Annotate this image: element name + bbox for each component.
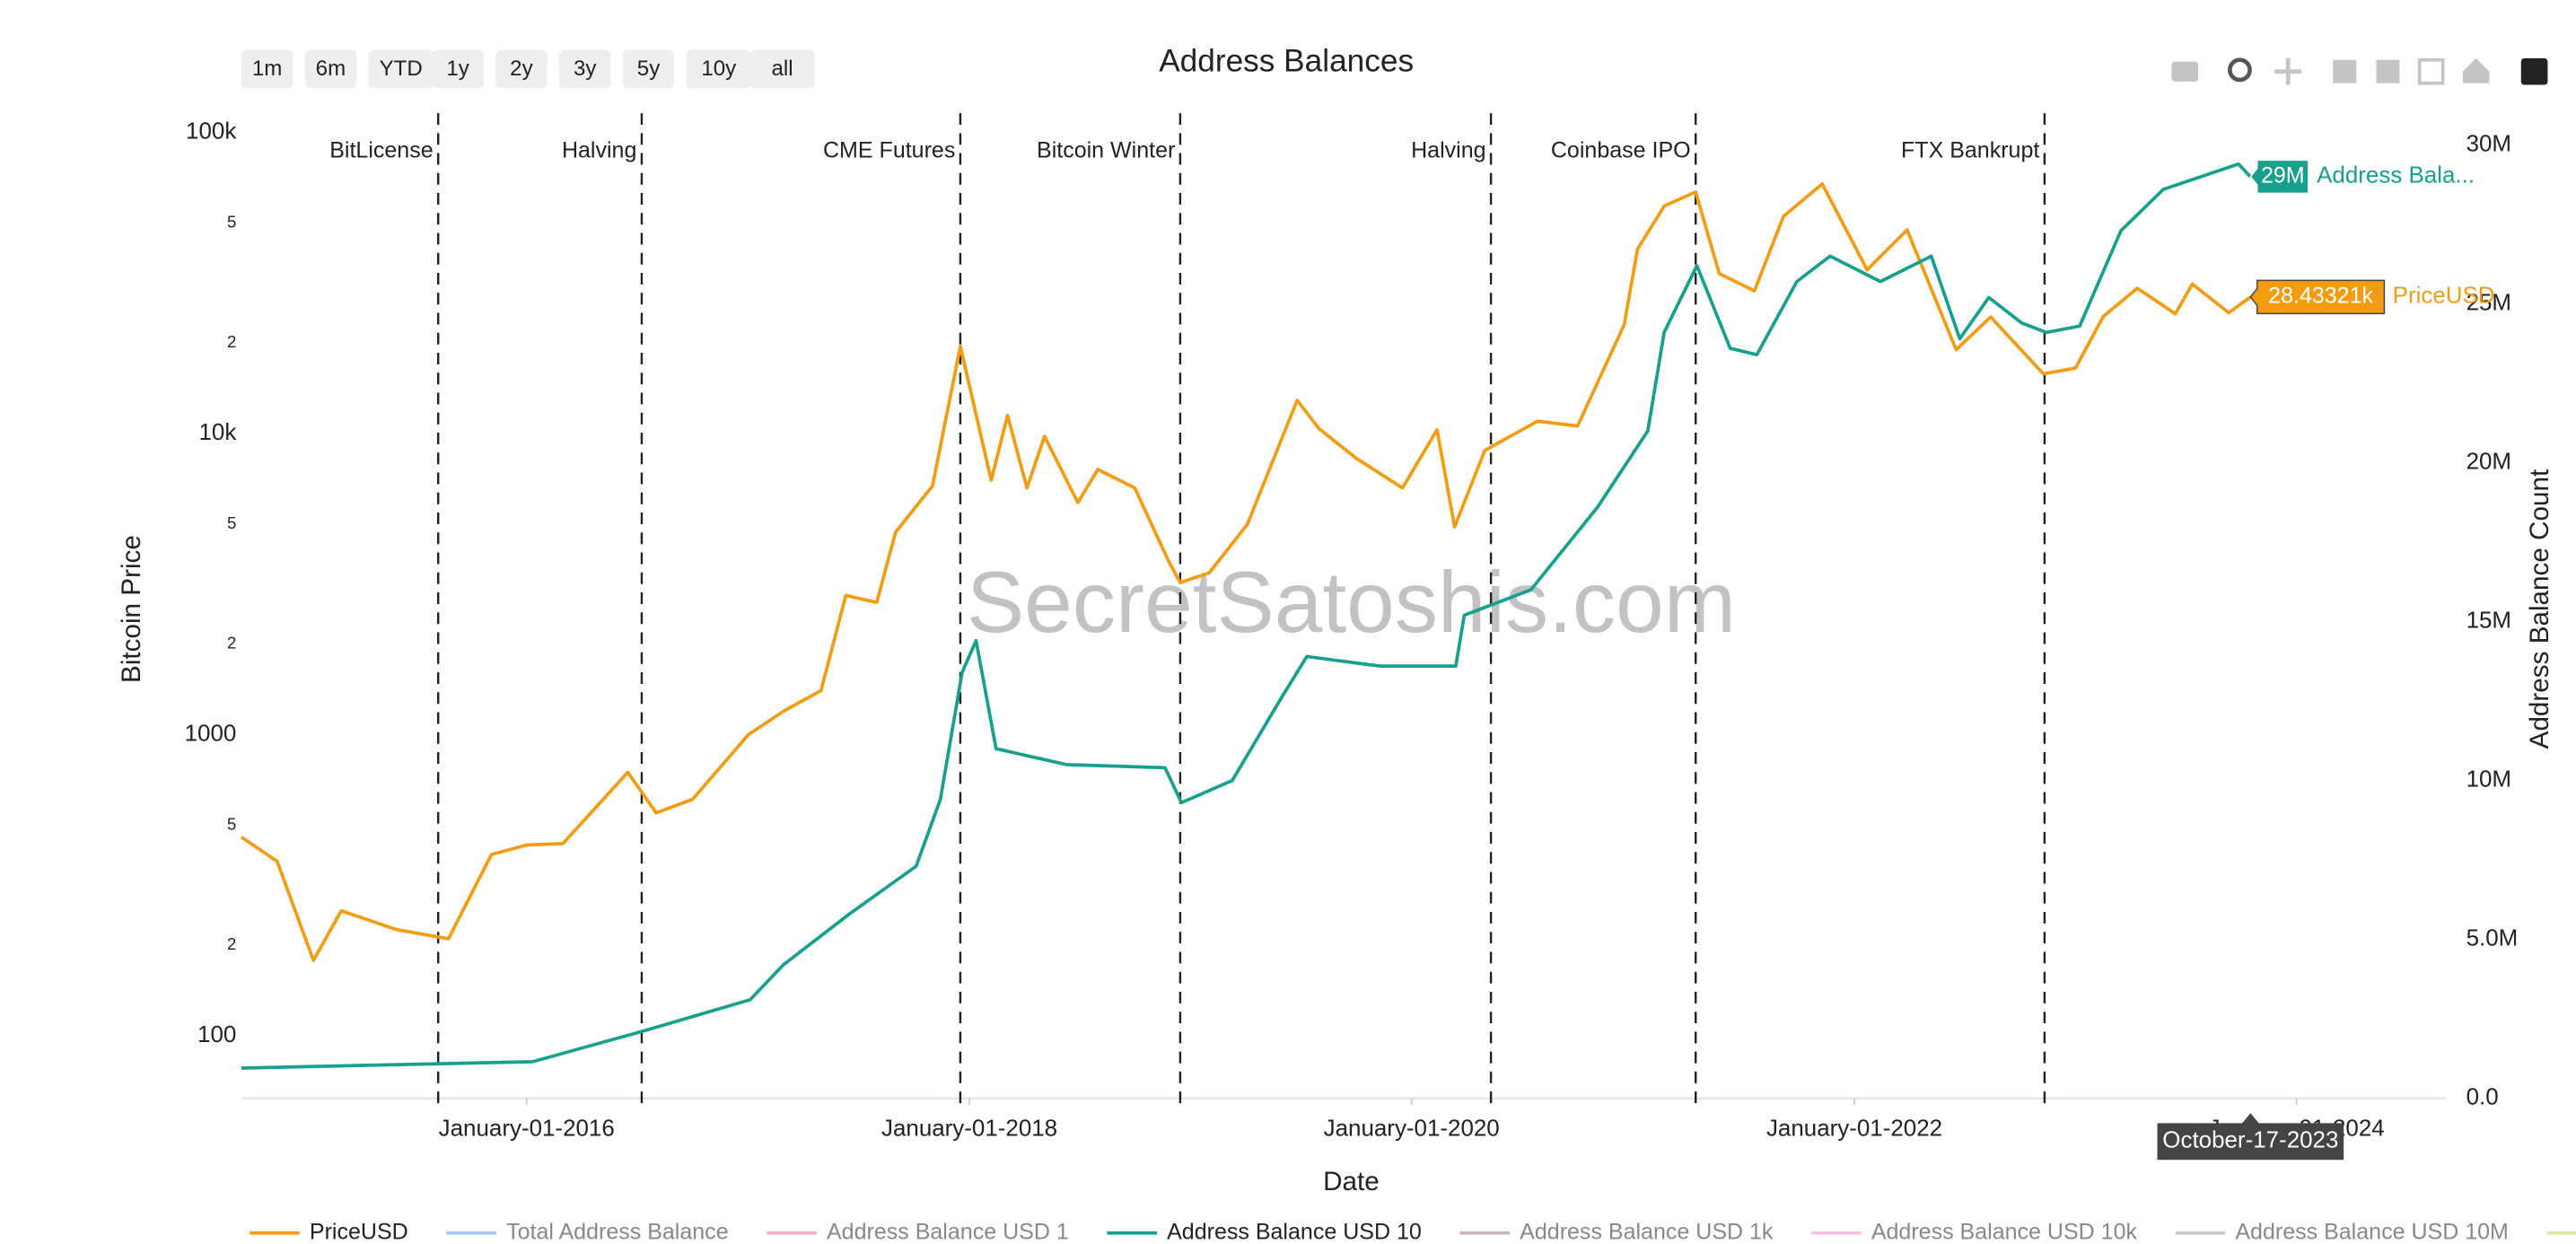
legend-label: Address Balance USD 1k: [1520, 1219, 1774, 1244]
range-button-label: 10y: [701, 57, 736, 81]
y-tick-label: 5: [227, 814, 236, 833]
range-button-label: 1y: [446, 57, 469, 81]
range-button[interactable]: 2y: [495, 49, 548, 89]
y2-tick-label: 25M: [2466, 290, 2511, 315]
range-button-label: all: [772, 57, 793, 81]
pan-icon[interactable]: [2274, 57, 2302, 85]
y-axis-title: Bitcoin Price: [117, 535, 146, 683]
zoom-out-icon[interactable]: [2376, 59, 2400, 83]
range-button[interactable]: YTD: [368, 49, 434, 89]
x-tick-label: January-01-2022: [1766, 1117, 1942, 1142]
reset-icon[interactable]: [2462, 57, 2490, 83]
range-button[interactable]: 5y: [622, 49, 675, 89]
range-button[interactable]: 3y: [558, 49, 611, 89]
hover-date: October-17-2023: [2162, 1128, 2338, 1153]
y2-tick-label: 10M: [2466, 767, 2511, 792]
legend-item[interactable]: Address Balance USD 1k: [1459, 1219, 1774, 1244]
range-button-bg: [558, 49, 611, 89]
hover-date-box: [2157, 1113, 2344, 1161]
range-button[interactable]: 10y: [686, 49, 751, 89]
range-button-bg: [368, 49, 434, 89]
y-tick-label: 2: [227, 332, 236, 351]
range-button[interactable]: all: [749, 49, 815, 89]
event-label: Halving: [1411, 137, 1485, 162]
legend-item[interactable]: Address Balance USD 10: [1107, 1219, 1422, 1244]
hover-box: [2249, 279, 2386, 315]
legend-item[interactable]: Address Balance USD 10k: [1811, 1219, 2137, 1244]
range-button[interactable]: 1y: [432, 49, 484, 89]
legend-item[interactable]: Address Balance USD 1M: [2546, 1219, 2576, 1244]
hover-series-name: Address Bala...: [2317, 163, 2475, 188]
y2-tick-label: 30M: [2466, 131, 2511, 156]
range-button[interactable]: 6m: [304, 49, 357, 89]
chart-title: Address Balances: [1159, 44, 1414, 79]
x-tick-label: January-01-2020: [1324, 1117, 1500, 1142]
x-tick-label: January-01-2016: [439, 1117, 615, 1142]
zoom-icon[interactable]: [2228, 57, 2252, 83]
x-tick-label: January-01-2018: [881, 1117, 1057, 1142]
range-button-label: 2y: [510, 57, 532, 81]
legend-item[interactable]: Address Balance USD 1: [767, 1219, 1069, 1244]
plotly-logo[interactable]: [2520, 57, 2548, 85]
y-tick-label: 100k: [186, 119, 236, 145]
legend-label: Address Balance USD 10: [1167, 1219, 1422, 1244]
y2-tick-label: 20M: [2466, 449, 2511, 474]
legend-label: Address Balance USD 1: [827, 1219, 1069, 1244]
event-label: FTX Bankrupt: [1901, 137, 2039, 162]
range-button-bg: [622, 49, 675, 89]
y-tick-label: 10k: [198, 420, 236, 445]
series-line: [240, 182, 2252, 962]
y-tick-label: 2: [227, 934, 236, 953]
hover-value: 28.43321k: [2268, 283, 2373, 308]
series-line: [241, 162, 2252, 1070]
y-tick-label: 2: [227, 633, 236, 652]
range-button-label: 6m: [316, 57, 346, 81]
range-button-bg: [686, 49, 751, 89]
watermark: SecretSatoshis.com: [967, 555, 1736, 651]
legend-label: Address Balance USD 10M: [2235, 1219, 2509, 1244]
event-label: Coinbase IPO: [1551, 137, 1691, 162]
y2-tick-label: 15M: [2466, 608, 2511, 633]
legend-item[interactable]: PriceUSD: [250, 1219, 408, 1244]
event-label: Bitcoin Winter: [1037, 137, 1175, 162]
legend-item[interactable]: Address Balance USD 10M: [2175, 1219, 2509, 1244]
toolbar: [2171, 57, 2548, 85]
event-label: CME Futures: [823, 137, 955, 162]
range-button[interactable]: 1m: [241, 49, 294, 89]
zoom-in-icon[interactable]: [2333, 59, 2357, 83]
range-button-label: YTD: [380, 57, 423, 81]
range-button-bg: [304, 49, 357, 89]
event-label: BitLicense: [329, 137, 433, 162]
y-tick-label: 1000: [185, 721, 237, 746]
y2-tick-label: 5.0M: [2466, 925, 2519, 951]
range-button-bg: [749, 49, 815, 89]
y-tick-label: 5: [227, 213, 236, 232]
y2-tick-label: 0.0: [2466, 1084, 2499, 1109]
legend-label: Total Address Balance: [506, 1219, 729, 1244]
hover-box: [2249, 159, 2309, 195]
y2-axis-title: Address Balance Count: [2525, 469, 2554, 749]
legend-item[interactable]: Total Address Balance: [446, 1219, 729, 1244]
legend-label: Address Balance USD 10k: [1871, 1219, 2138, 1244]
camera-icon[interactable]: [2171, 61, 2199, 82]
hover-value: 29M: [2261, 162, 2305, 188]
range-button-bg: [495, 49, 548, 89]
range-button-bg: [432, 49, 484, 89]
event-label: Halving: [562, 137, 636, 162]
legend-label: PriceUSD: [310, 1219, 408, 1244]
y-tick-label: 100: [197, 1022, 236, 1047]
range-button-label: 5y: [637, 57, 660, 81]
hover-series-name: PriceUSD: [2393, 284, 2495, 309]
y-tick-label: 5: [227, 513, 236, 532]
range-button-bg: [241, 49, 294, 89]
x-axis-title: Date: [1323, 1167, 1380, 1196]
range-button-label: 3y: [574, 57, 596, 81]
range-button-label: 1m: [252, 57, 282, 81]
autoscale-icon[interactable]: [2417, 57, 2445, 85]
